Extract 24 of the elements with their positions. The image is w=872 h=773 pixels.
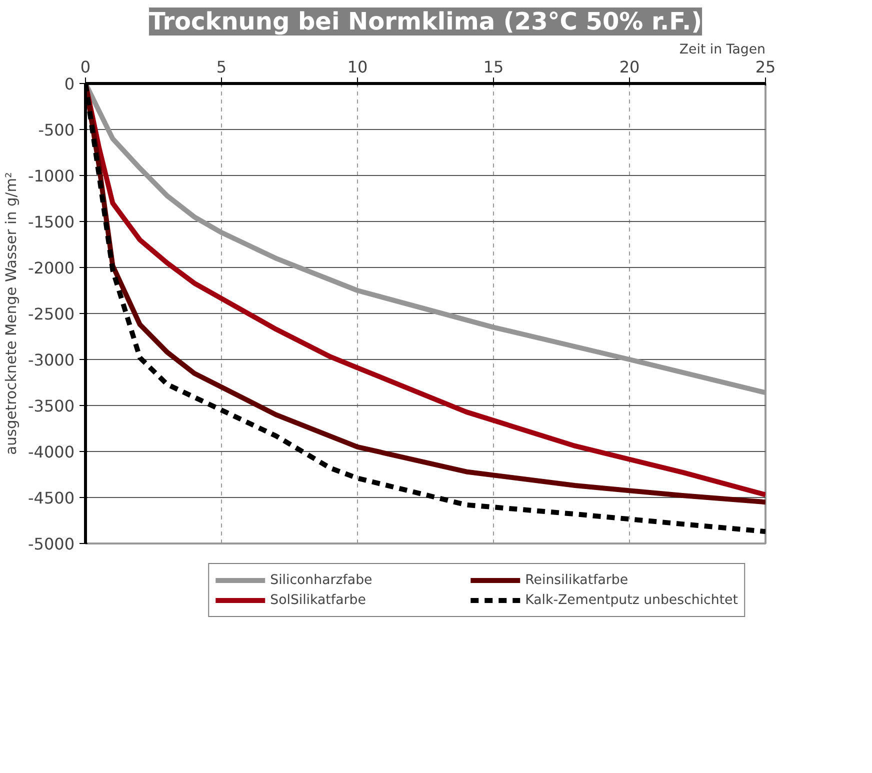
- y-tick-label: 0: [64, 74, 75, 94]
- x-tick-label: 25: [755, 58, 776, 76]
- y-tick-label: -3500: [28, 396, 75, 416]
- chart-title: Trocknung bei Normklima (23°C 50% r.F.): [148, 8, 702, 36]
- x-tick-label: 5: [216, 58, 227, 76]
- x-axis-title: Zeit in Tagen: [679, 42, 766, 58]
- y-tick-label: -4500: [28, 488, 75, 508]
- y-tick-label: -500: [38, 120, 74, 140]
- legend-label: Reinsilikatfarbe: [525, 572, 630, 588]
- x-tick-label: 0: [80, 58, 91, 76]
- y-tick-label: -2500: [28, 304, 75, 324]
- y-tick-label: -4000: [28, 442, 75, 462]
- x-tick-label: 15: [483, 58, 504, 76]
- y-axis-title: ausgetrocknete Menge Wasser in g/m²: [3, 172, 20, 455]
- x-tick-label: 10: [347, 58, 368, 76]
- y-tick-label: -1000: [28, 166, 75, 186]
- y-tick-label: -3000: [28, 350, 75, 370]
- y-tick-label: -1500: [28, 212, 75, 232]
- x-tick-label: 20: [619, 58, 640, 76]
- legend-label: Siliconharzfabe: [270, 572, 374, 588]
- y-tick-label: -2000: [28, 258, 75, 278]
- y-tick-label: -5000: [28, 534, 75, 554]
- legend-label: SolSilikatfarbe: [270, 592, 367, 608]
- legend-label: Kalk-Zementputz unbeschichtet: [525, 592, 738, 608]
